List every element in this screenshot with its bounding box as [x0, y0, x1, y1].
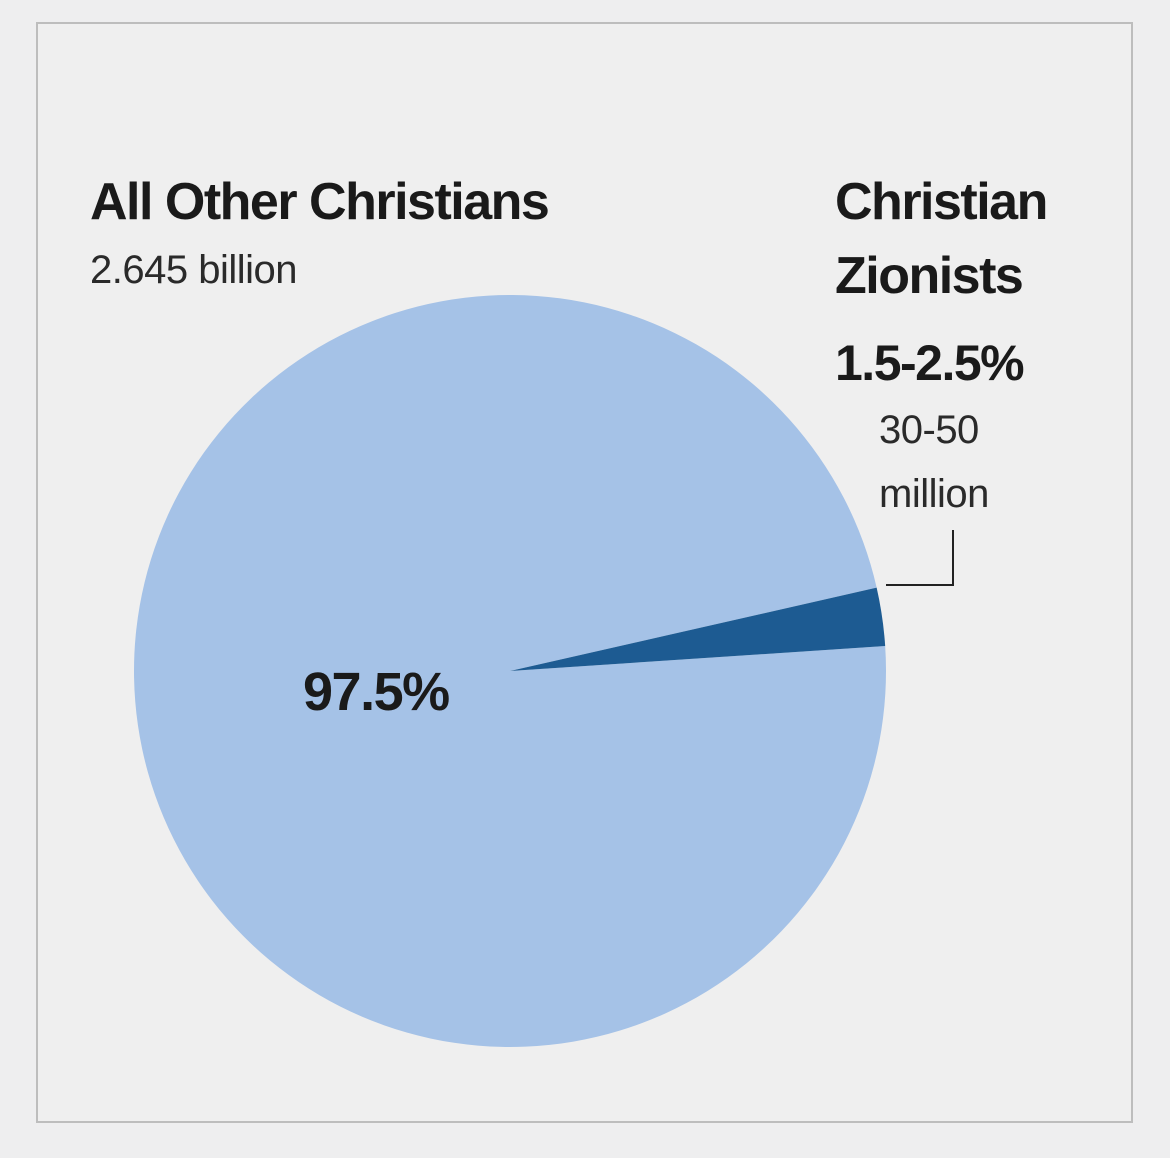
data-label-christian-zionists-count-line2: million — [879, 472, 989, 516]
pie-slice-all-other-christians — [134, 295, 886, 1048]
data-label-all-other-percent: 97.5% — [303, 662, 450, 722]
data-label-all-other-count: 2.645 billion — [90, 248, 298, 292]
pie-slice-christian-zionists — [510, 587, 886, 671]
legend-label-all-other-christians: All Other Christians — [90, 173, 550, 231]
legend-label-christian-zionists-line2: Zionists — [835, 247, 1024, 305]
data-label-christian-zionists-percent: 1.5-2.5% — [835, 335, 1025, 391]
callout-leader-line — [886, 530, 954, 586]
data-label-christian-zionists-count-line1: 30-50 — [879, 408, 979, 452]
legend-label-christian-zionists-line1: Christian — [835, 173, 1048, 231]
